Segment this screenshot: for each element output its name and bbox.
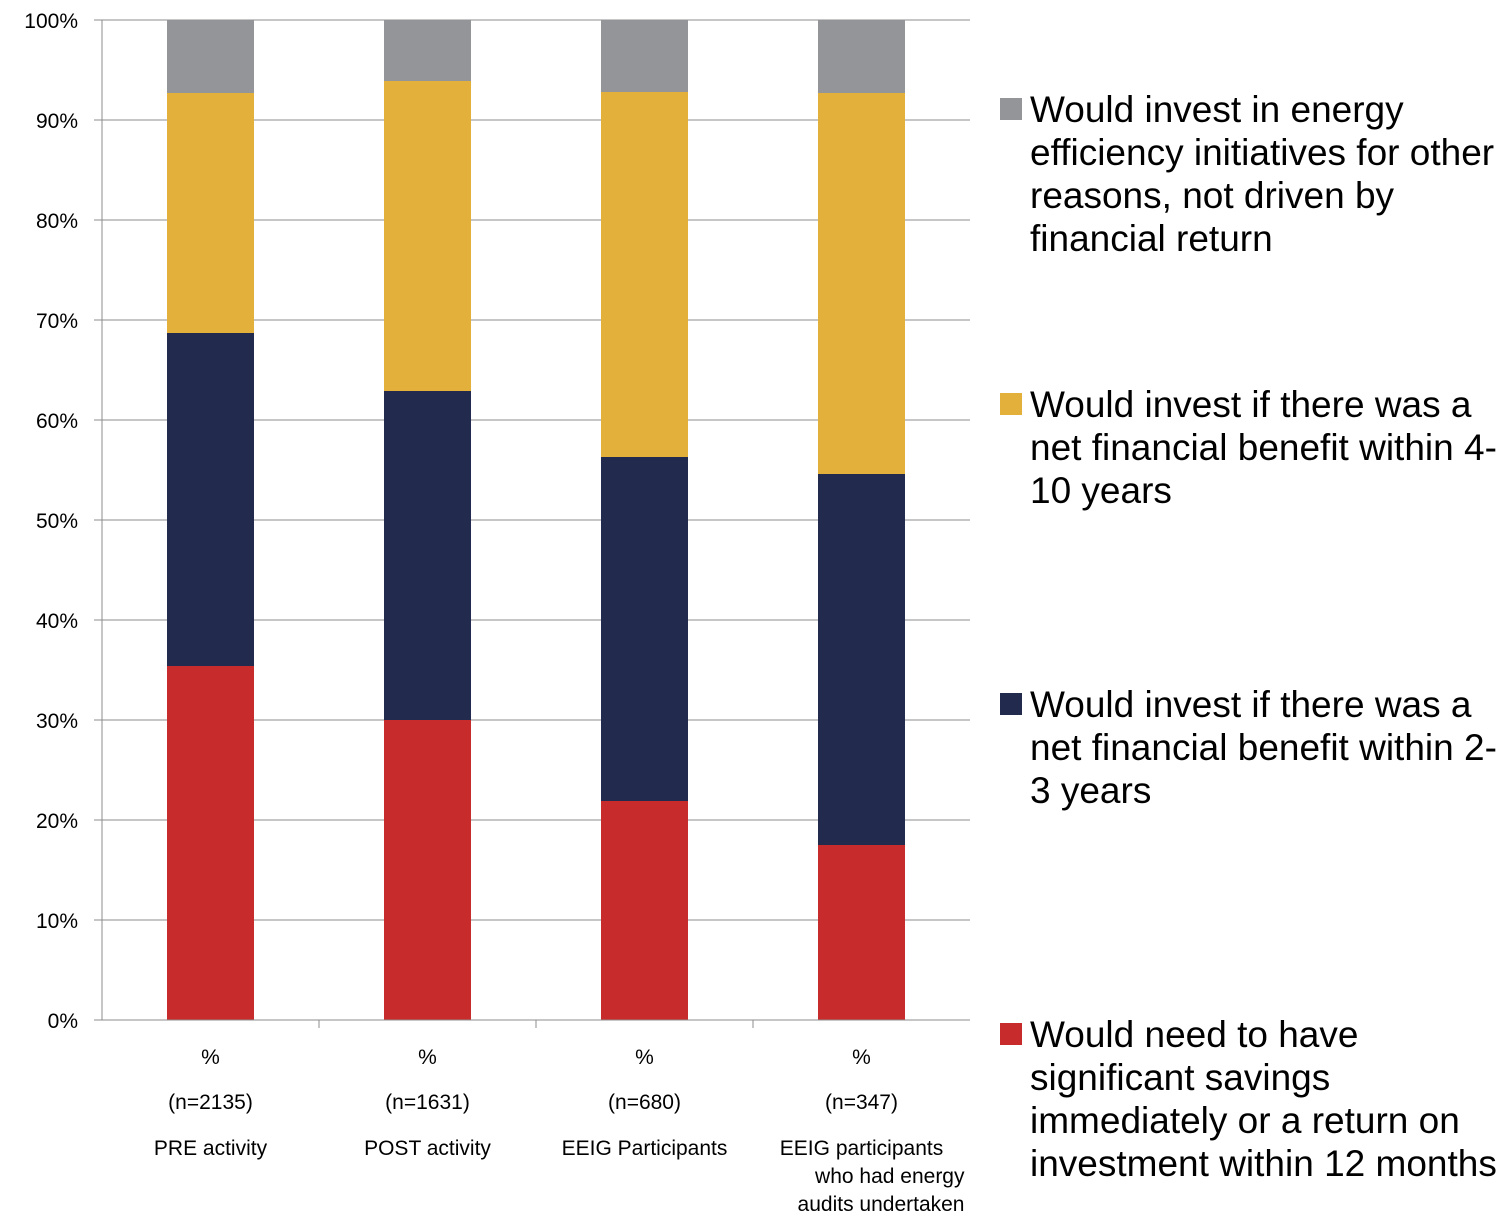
x-category-label: EEIG Participants	[562, 1137, 728, 1160]
y-tick-label: 30%	[36, 710, 78, 733]
bar-segment-2-2	[601, 92, 688, 457]
bar-segment-2-0	[601, 801, 688, 1020]
legend-label: Would invest if there was a net financia…	[1030, 384, 1497, 511]
x-category-label: %	[852, 1046, 871, 1069]
x-axis-category-labels: % (n=2135) PRE activity% (n=1631) POST activ…	[154, 1046, 965, 1216]
bars	[167, 20, 905, 1020]
y-tick-label: 20%	[36, 810, 78, 833]
x-category-label: (n=1631)	[385, 1091, 470, 1114]
x-category-label: (n=347)	[825, 1091, 898, 1114]
legend-swatch	[1000, 1023, 1022, 1045]
y-tick-label: 100%	[24, 10, 78, 33]
bar-segment-2-3	[601, 20, 688, 92]
bar-segment-3-0	[818, 845, 905, 1020]
x-category-label: %	[201, 1046, 220, 1069]
y-tick-label: 50%	[36, 510, 78, 533]
legend-swatch	[1000, 98, 1022, 120]
y-tick-label: 90%	[36, 110, 78, 133]
x-category-label: %	[418, 1046, 437, 1069]
bar-segment-1-2	[384, 81, 471, 391]
y-tick-label: 60%	[36, 410, 78, 433]
axes	[94, 19, 970, 1028]
bar-segment-3-1	[818, 474, 905, 845]
legend-label: Would invest if there was a net financia…	[1030, 684, 1497, 811]
x-category-label: PRE activity	[154, 1137, 268, 1160]
legend-item: Would need to have significant savings i…	[1000, 1013, 1508, 1185]
x-category-label: (n=680)	[608, 1091, 681, 1114]
bar-segment-3-2	[818, 93, 905, 474]
y-tick-label: 40%	[36, 610, 78, 633]
bar-segment-2-1	[601, 457, 688, 801]
bar-segment-0-2	[167, 93, 254, 333]
legend-item: Would invest if there was a net financia…	[1000, 383, 1508, 512]
x-category-label: EEIG participants	[780, 1137, 943, 1160]
bar-segment-1-3	[384, 20, 471, 81]
x-category-label: (n=2135)	[168, 1091, 253, 1114]
legend-swatch	[1000, 393, 1022, 415]
bar-segment-0-1	[167, 333, 254, 666]
y-tick-label: 10%	[36, 910, 78, 933]
legend-item: Would invest if there was a net financia…	[1000, 683, 1508, 812]
legend-item: Would invest in energy efficiency initia…	[1000, 88, 1508, 260]
y-axis-tick-labels: 0% 10% 20% 30% 40% 50% 60% 70% 80% 90% 100%	[24, 10, 78, 1033]
bar-segment-0-0	[167, 666, 254, 1020]
bar-segment-1-1	[384, 391, 471, 720]
x-category-label: who had energy	[814, 1165, 965, 1188]
bar-segment-3-3	[818, 20, 905, 93]
x-category-label: POST activity	[364, 1137, 491, 1160]
x-category-label: audits undertaken	[798, 1193, 965, 1216]
y-tick-label: 70%	[36, 310, 78, 333]
bar-segment-1-0	[384, 720, 471, 1020]
legend-swatch	[1000, 693, 1022, 715]
y-tick-label: 0%	[48, 1010, 78, 1033]
stacked-bar-chart: 0% 10% 20% 30% 40% 50% 60% 70% 80% 90% 100% % (n=21…	[24, 10, 970, 1216]
y-tick-label: 80%	[36, 210, 78, 233]
legend-label: Would need to have significant savings i…	[1030, 1014, 1497, 1184]
x-category-label: %	[635, 1046, 654, 1069]
bar-segment-0-3	[167, 20, 254, 93]
legend-label: Would invest in energy efficiency initia…	[1030, 89, 1495, 259]
legend: Would invest in energy efficiency initia…	[1000, 0, 1509, 1220]
